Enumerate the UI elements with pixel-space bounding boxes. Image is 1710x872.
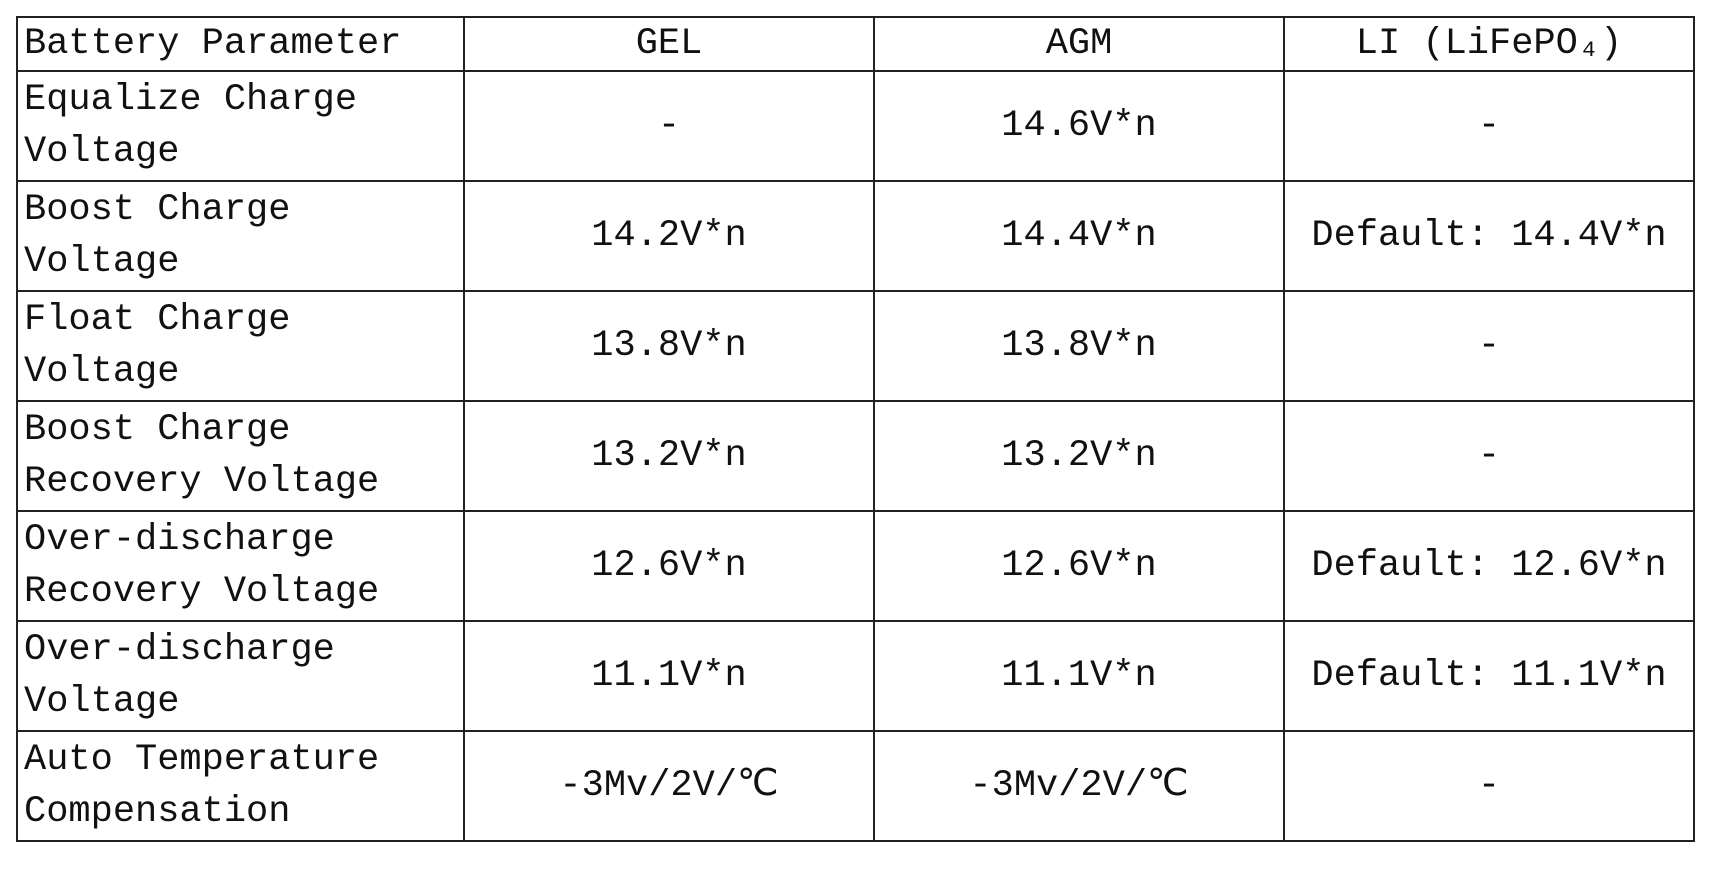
- value-cell: -3Mv/2V/℃: [873, 730, 1285, 842]
- table-row: Boost Charge Recovery Voltage 13.2V*n 13.2…: [16, 400, 1695, 512]
- value-cell: 12.6V*n: [463, 510, 875, 622]
- parameter-cell: Boost Charge Voltage: [16, 180, 465, 292]
- battery-parameter-table: Battery Parameter GEL AGM LI (LiFePO₄) Equal…: [16, 16, 1695, 842]
- parameter-cell: Over-discharge Voltage: [16, 620, 465, 732]
- header-row: Battery Parameter GEL AGM LI (LiFePO₄): [16, 16, 1695, 72]
- parameter-cell: Equalize Charge Voltage: [16, 70, 465, 182]
- table-row: Float Charge Voltage 13.8V*n 13.8V*n -: [16, 290, 1695, 402]
- parameter-cell: Over-discharge Recovery Voltage: [16, 510, 465, 622]
- table-row: Auto Temperature Compensation -3Mv/2V/℃ -3…: [16, 730, 1695, 842]
- header-cell: AGM: [873, 16, 1285, 72]
- header-cell: GEL: [463, 16, 875, 72]
- value-cell: Default: 12.6V*n: [1283, 510, 1695, 622]
- value-cell: -: [1283, 400, 1695, 512]
- parameter-cell: Auto Temperature Compensation: [16, 730, 465, 842]
- table-row: Equalize Charge Voltage -14.6V*n -: [16, 70, 1695, 182]
- value-cell: 14.4V*n: [873, 180, 1285, 292]
- table-row: Boost Charge Voltage 14.2V*n 14.4V*n Defaul…: [16, 180, 1695, 292]
- value-cell: 13.2V*n: [873, 400, 1285, 512]
- value-cell: -3Mv/2V/℃: [463, 730, 875, 842]
- value-cell: -: [1283, 730, 1695, 842]
- table-row: Over-discharge Recovery Voltage 12.6V*n 12…: [16, 510, 1695, 622]
- value-cell: 11.1V*n: [463, 620, 875, 732]
- value-cell: 14.6V*n: [873, 70, 1285, 182]
- value-cell: 13.8V*n: [873, 290, 1285, 402]
- parameter-cell: Boost Charge Recovery Voltage: [16, 400, 465, 512]
- value-cell: 14.2V*n: [463, 180, 875, 292]
- value-cell: 12.6V*n: [873, 510, 1285, 622]
- header-cell: LI (LiFePO₄): [1283, 16, 1695, 72]
- value-cell: -: [1283, 290, 1695, 402]
- header-cell: Battery Parameter: [16, 16, 465, 72]
- value-cell: -: [1283, 70, 1695, 182]
- value-cell: Default: 11.1V*n: [1283, 620, 1695, 732]
- value-cell: 13.2V*n: [463, 400, 875, 512]
- table-body: Battery Parameter GEL AGM LI (LiFePO₄) Equal…: [16, 16, 1695, 842]
- value-cell: -: [463, 70, 875, 182]
- value-cell: 11.1V*n: [873, 620, 1285, 732]
- value-cell: 13.8V*n: [463, 290, 875, 402]
- parameter-cell: Float Charge Voltage: [16, 290, 465, 402]
- value-cell: Default: 14.4V*n: [1283, 180, 1695, 292]
- table-row: Over-discharge Voltage 11.1V*n 11.1V*n Defa…: [16, 620, 1695, 732]
